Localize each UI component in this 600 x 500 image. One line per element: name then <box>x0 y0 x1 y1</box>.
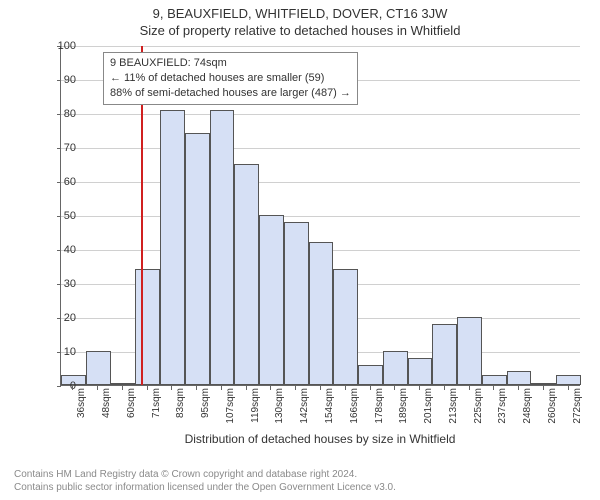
xtick-label: 119sqm <box>250 388 261 438</box>
histogram-bar <box>111 383 136 385</box>
gridline <box>61 46 580 47</box>
histogram-bar <box>284 222 309 385</box>
xtick-mark <box>196 386 197 390</box>
xtick-label: 225sqm <box>473 388 484 438</box>
histogram-bar <box>457 317 482 385</box>
xtick-label: 36sqm <box>76 388 87 438</box>
ytick-label: 20 <box>46 312 76 324</box>
annotation-line: ← 11% of detached houses are smaller (59… <box>110 71 351 86</box>
xtick-label: 142sqm <box>299 388 310 438</box>
ytick-label: 60 <box>46 176 76 188</box>
xtick-label: 154sqm <box>324 388 335 438</box>
histogram-bar <box>531 383 556 385</box>
ytick-label: 40 <box>46 244 76 256</box>
xtick-mark <box>320 386 321 390</box>
xtick-mark <box>493 386 494 390</box>
histogram-bar <box>432 324 457 385</box>
xtick-mark <box>568 386 569 390</box>
histogram-bar <box>482 375 507 385</box>
xtick-mark <box>72 386 73 390</box>
xtick-label: 130sqm <box>274 388 285 438</box>
xtick-label: 260sqm <box>547 388 558 438</box>
plot-area: 9 BEAUXFIELD: 74sqm← 11% of detached hou… <box>60 46 580 386</box>
footer-line-2: Contains public sector information licen… <box>14 481 396 494</box>
histogram-bar <box>358 365 383 385</box>
gridline <box>61 148 580 149</box>
xtick-mark <box>345 386 346 390</box>
ytick-label: 80 <box>46 108 76 120</box>
xtick-label: 189sqm <box>398 388 409 438</box>
ytick-label: 30 <box>46 278 76 290</box>
xtick-label: 237sqm <box>497 388 508 438</box>
xtick-mark <box>295 386 296 390</box>
xtick-mark <box>221 386 222 390</box>
histogram-bar <box>507 371 532 385</box>
xtick-label: 213sqm <box>448 388 459 438</box>
xtick-label: 95sqm <box>200 388 211 438</box>
annotation-box: 9 BEAUXFIELD: 74sqm← 11% of detached hou… <box>103 52 358 105</box>
histogram-bar <box>383 351 408 385</box>
xtick-mark <box>543 386 544 390</box>
histogram-bar <box>185 133 210 385</box>
xtick-label: 248sqm <box>522 388 533 438</box>
histogram-bar <box>309 242 334 385</box>
xtick-label: 178sqm <box>374 388 385 438</box>
ytick-label: 90 <box>46 74 76 86</box>
xtick-label: 60sqm <box>126 388 137 438</box>
ytick-label: 50 <box>46 210 76 222</box>
histogram-bar <box>333 269 358 385</box>
x-axis-label: Distribution of detached houses by size … <box>60 432 580 446</box>
histogram-bar <box>234 164 259 385</box>
histogram-bar <box>86 351 111 385</box>
xtick-mark <box>246 386 247 390</box>
ytick-label: 100 <box>46 40 76 52</box>
xtick-mark <box>370 386 371 390</box>
xtick-label: 201sqm <box>423 388 434 438</box>
gridline <box>61 216 580 217</box>
xtick-mark <box>122 386 123 390</box>
annotation-line: 88% of semi-detached houses are larger (… <box>110 86 351 101</box>
xtick-mark <box>147 386 148 390</box>
histogram-bar <box>135 269 160 385</box>
xtick-mark <box>394 386 395 390</box>
xtick-mark <box>270 386 271 390</box>
xtick-label: 83sqm <box>175 388 186 438</box>
ytick-label: 70 <box>46 142 76 154</box>
gridline <box>61 182 580 183</box>
histogram-bar <box>556 375 581 385</box>
xtick-label: 166sqm <box>349 388 360 438</box>
ytick-label: 10 <box>46 346 76 358</box>
chart-title-address: 9, BEAUXFIELD, WHITFIELD, DOVER, CT16 3J… <box>0 0 600 21</box>
xtick-label: 48sqm <box>101 388 112 438</box>
chart-subtitle: Size of property relative to detached ho… <box>0 21 600 38</box>
histogram-bar <box>408 358 433 385</box>
chart-container: 9, BEAUXFIELD, WHITFIELD, DOVER, CT16 3J… <box>0 0 600 500</box>
histogram-bar <box>259 215 284 385</box>
xtick-mark <box>469 386 470 390</box>
xtick-label: 107sqm <box>225 388 236 438</box>
attribution-footer: Contains HM Land Registry data © Crown c… <box>14 468 396 494</box>
xtick-mark <box>444 386 445 390</box>
xtick-mark <box>171 386 172 390</box>
xtick-mark <box>419 386 420 390</box>
footer-line-1: Contains HM Land Registry data © Crown c… <box>14 468 396 481</box>
xtick-label: 272sqm <box>572 388 583 438</box>
xtick-mark <box>518 386 519 390</box>
xtick-mark <box>97 386 98 390</box>
annotation-line: 9 BEAUXFIELD: 74sqm <box>110 56 351 71</box>
histogram-bar <box>160 110 185 385</box>
gridline <box>61 114 580 115</box>
histogram-bar <box>210 110 235 385</box>
xtick-label: 71sqm <box>151 388 162 438</box>
